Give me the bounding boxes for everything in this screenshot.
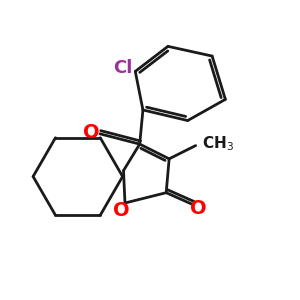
Text: Cl: Cl [113,59,133,77]
Text: O: O [190,199,206,218]
Text: O: O [113,201,130,220]
Text: CH$_3$: CH$_3$ [202,135,234,154]
Text: O: O [83,123,100,142]
